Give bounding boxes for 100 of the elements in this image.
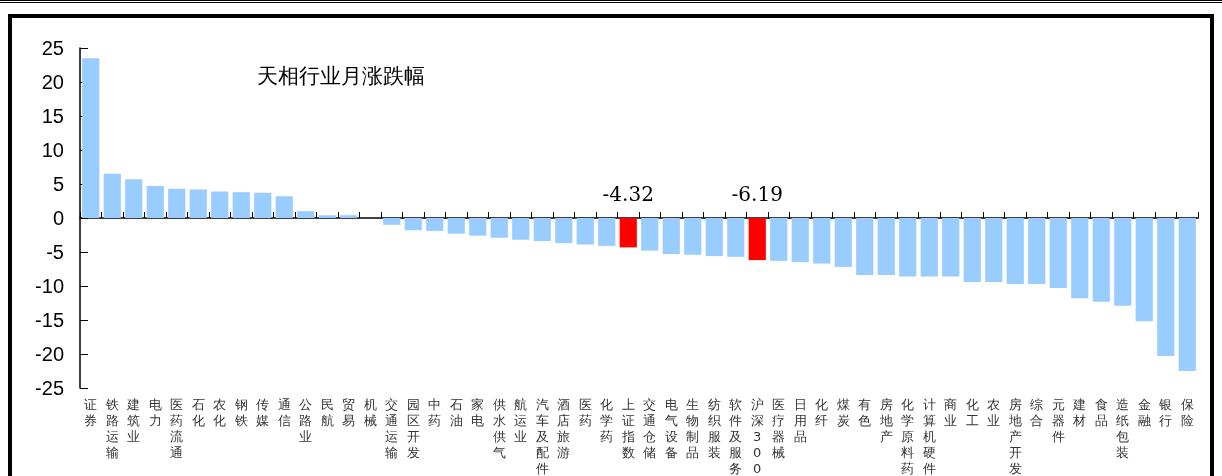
- x-tick-label: 保险: [1180, 396, 1194, 428]
- bar: [727, 218, 745, 257]
- bar: [1135, 218, 1153, 322]
- bar: [598, 218, 616, 246]
- x-tick-label: 医药: [578, 396, 592, 428]
- bar: [82, 58, 100, 218]
- bar: [426, 218, 444, 231]
- bar: [963, 218, 981, 282]
- x-tick-label: 园区开发: [406, 396, 420, 460]
- bar: [877, 218, 895, 276]
- bar: [1114, 218, 1132, 306]
- y-tick-label: -15: [35, 309, 64, 331]
- y-tick-label: -20: [35, 343, 64, 365]
- x-tick-label: 银行: [1158, 396, 1173, 428]
- x-tick-label: 汽车及配件: [535, 396, 549, 476]
- text: 天相行业月涨跌幅: [257, 63, 425, 88]
- bar: [404, 218, 422, 231]
- x-tick-label: 航运业: [514, 396, 528, 444]
- bar: [576, 218, 594, 245]
- bar: [125, 179, 143, 218]
- bar: [834, 218, 852, 267]
- x-tick-label: 煤炭: [836, 396, 850, 428]
- data-label: -4.32: [602, 182, 654, 206]
- x-tick-label: 软件及服务: [729, 396, 743, 476]
- bar: [684, 218, 702, 255]
- bar: [920, 218, 938, 277]
- x-tick-label: 机械: [363, 396, 377, 428]
- bar: [297, 211, 315, 218]
- bar: [189, 189, 207, 218]
- x-tick-label: 综合: [1030, 396, 1044, 428]
- x-tick-label: 证券: [84, 396, 98, 428]
- x-tick-label: 化学原料药: [901, 396, 915, 476]
- y-tick-label: 25: [41, 37, 64, 59]
- bar: [1178, 218, 1196, 371]
- bar: [512, 218, 530, 240]
- x-tick-label: 化纤: [815, 396, 829, 428]
- bar: [942, 218, 960, 277]
- bar: [705, 218, 723, 257]
- y-tick-label: 10: [41, 139, 64, 161]
- bar: [146, 186, 164, 218]
- bar: [1049, 218, 1067, 289]
- bar: [1071, 218, 1089, 299]
- x-tick-label: 元器件: [1051, 396, 1065, 444]
- bar: [748, 218, 766, 261]
- bar: [103, 173, 121, 218]
- x-tick-label: 医药流通: [170, 396, 184, 460]
- bar: [490, 218, 508, 238]
- x-tick-label: 家电: [471, 396, 485, 428]
- x-tick-label: 石化: [191, 396, 205, 428]
- x-tick-label: 沪深300: [750, 396, 764, 476]
- x-tick-label: 有色: [858, 396, 872, 428]
- x-tick-label: 传媒: [256, 396, 270, 428]
- bar: [533, 218, 551, 242]
- x-tick-label: 钢铁: [233, 396, 248, 428]
- bar: [1006, 218, 1024, 284]
- y-tick-label: 15: [41, 105, 64, 127]
- x-tick-label: 化工: [965, 396, 979, 428]
- x-tick-label: 农化: [213, 396, 227, 428]
- y-tick-label: 0: [52, 207, 64, 229]
- y-tick-label: -10: [35, 275, 64, 297]
- bar: [555, 218, 573, 244]
- x-tick-label: 生物制品: [686, 396, 700, 460]
- x-tick-label: 计算机硬件: [922, 396, 936, 476]
- bar: [1092, 218, 1110, 302]
- x-tick-label: 酒店旅游: [557, 396, 571, 460]
- x-tick-label: 食品: [1094, 396, 1108, 428]
- bar: [168, 188, 186, 218]
- x-tick-label: 房地产开发: [1007, 396, 1022, 476]
- x-tick-label: 公路业: [299, 396, 313, 444]
- x-tick-label: 化学药: [600, 396, 614, 444]
- bar: [211, 191, 229, 218]
- bar: [383, 218, 401, 225]
- y-tick-label: -5: [46, 241, 64, 263]
- bar: [791, 218, 809, 263]
- y-tick-label: 5: [52, 173, 64, 195]
- x-tick-label: 供水供气: [492, 396, 506, 460]
- y-tick-label: -25: [35, 377, 64, 399]
- bar: [340, 215, 358, 218]
- bar: [856, 218, 874, 276]
- x-tick-label: 民航: [320, 396, 334, 428]
- bar: [447, 218, 465, 234]
- x-tick-label: 房地产: [878, 396, 893, 444]
- x-tick-label: 商业: [944, 396, 958, 428]
- bar: [899, 218, 917, 277]
- bar: [254, 192, 272, 218]
- bar: [1157, 218, 1175, 357]
- x-tick-label: 造纸包装: [1116, 396, 1130, 460]
- x-tick-label: 建材: [1072, 396, 1087, 428]
- x-tick-label: 铁路运输: [104, 396, 119, 460]
- x-tick-label: 农业: [987, 396, 1001, 428]
- bar: [275, 196, 293, 218]
- x-tick-label: 交通仓储: [643, 396, 657, 460]
- bar: [641, 218, 659, 251]
- x-tick-label: 贸易: [342, 396, 356, 428]
- x-tick-label: 电气设备: [664, 396, 678, 460]
- bar: [469, 218, 487, 236]
- x-tick-label: 建筑业: [126, 396, 141, 444]
- x-tick-label: 金融: [1137, 396, 1151, 428]
- bar: [232, 192, 250, 218]
- bar: [813, 218, 831, 264]
